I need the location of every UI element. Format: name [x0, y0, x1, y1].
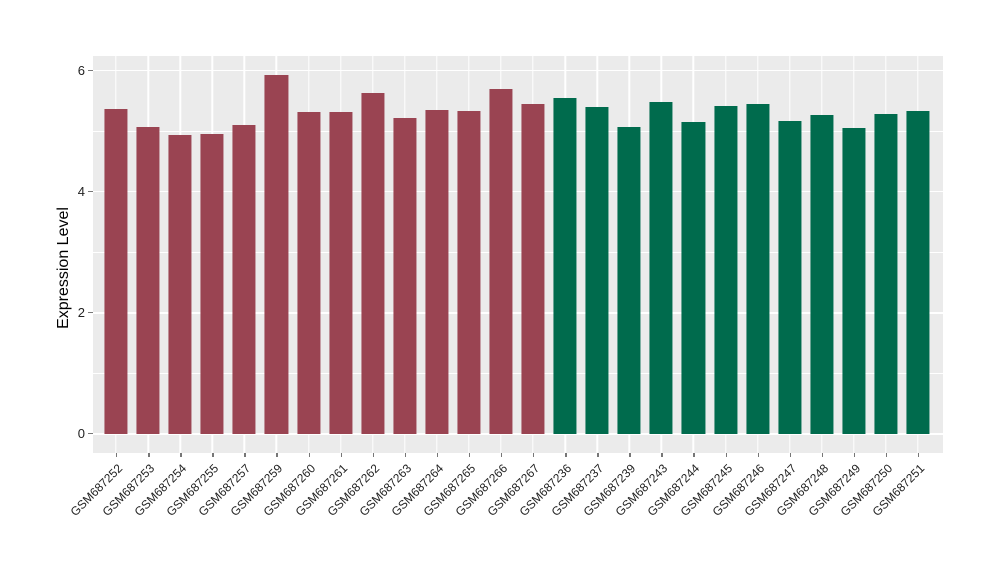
bar-GSM687260 [296, 112, 321, 434]
bar-slot: GSM687251 [870, 56, 934, 519]
bar-GSM687254 [168, 135, 192, 434]
x-tick-mark [725, 453, 727, 457]
bar-GSM687262 [361, 92, 385, 434]
bar-GSM687255 [200, 134, 224, 434]
bar-slot: GSM687236 [517, 56, 581, 519]
bar-GSM687250 [874, 113, 898, 434]
y-tick-label-0: 0 [77, 425, 85, 441]
bar-slot: GSM687253 [100, 56, 164, 519]
bar-GSM687247 [778, 120, 802, 434]
y-tick-label-6: 6 [77, 62, 85, 78]
bar-slot: GSM687262 [324, 56, 389, 519]
bar-GSM687237 [585, 106, 609, 434]
plot-panel: GSM687252 GSM687253 GSM687254 GSM687255 GSM6… [68, 56, 943, 519]
bar-slot: GSM687257 [196, 56, 260, 519]
bar-slot: GSM687267 [485, 56, 549, 519]
bar-GSM687245 [713, 105, 738, 434]
bar-GSM687249 [842, 128, 866, 434]
major-gridline-y4 [93, 190, 943, 193]
bar-slot: GSM687250 [838, 56, 902, 519]
bar-slot: GSM687265 [421, 56, 485, 519]
bar-slot: GSM687263 [356, 56, 421, 519]
x-tick-mark [629, 453, 631, 457]
x-tick-mark [789, 453, 792, 457]
x-tick-mark [917, 453, 920, 457]
major-gridline-y0 [93, 433, 943, 435]
major-gridline-y6 [93, 69, 943, 72]
bar-GSM687239 [617, 127, 641, 434]
y-tick-mark [88, 433, 93, 435]
bar-slots: GSM687252 GSM687253 GSM687254 GSM687255 GSM6… [68, 56, 943, 519]
bar-slot: GSM687264 [388, 56, 453, 519]
y-tick-mark [88, 69, 93, 72]
bar-slot: GSM687255 [164, 56, 228, 519]
bar-GSM687236 [553, 97, 577, 434]
bar-GSM687267 [521, 104, 545, 434]
bar-slot: GSM687245 [677, 56, 741, 519]
x-tick-mark [885, 453, 888, 457]
x-tick-mark [565, 453, 567, 457]
x-tick-mark [244, 453, 246, 457]
bar-GSM687261 [329, 111, 353, 434]
bar-GSM687266 [489, 89, 513, 434]
x-tick-mark [372, 453, 375, 457]
x-tick-mark [180, 453, 182, 457]
x-tick-mark [853, 453, 856, 457]
bar-GSM687264 [425, 109, 449, 434]
y-tick-mark [88, 312, 93, 314]
x-tick-mark [116, 453, 118, 457]
bar-slot: GSM687259 [228, 56, 292, 519]
bar-slot: GSM687261 [292, 56, 357, 519]
minor-gridline-y5 [93, 130, 943, 132]
bar-slot: GSM687246 [709, 56, 774, 519]
bar-GSM687265 [457, 111, 481, 434]
bar-slot: GSM687266 [453, 56, 517, 519]
minor-gridline-y1 [93, 372, 943, 374]
bar-GSM687257 [232, 125, 256, 434]
bar-slot: GSM687254 [132, 56, 196, 519]
major-gridline-y2 [93, 311, 943, 314]
x-tick-mark [661, 453, 663, 457]
x-tick-mark [693, 453, 695, 457]
y-tick-label-2: 2 [77, 304, 85, 320]
y-tick-label-4: 4 [77, 183, 85, 199]
bar-slot: GSM687260 [260, 56, 324, 519]
bar-slot: GSM687247 [741, 56, 806, 519]
x-tick-mark [404, 453, 407, 457]
bar-GSM687253 [136, 127, 160, 434]
bar-GSM687259 [264, 74, 288, 434]
x-tick-mark [436, 453, 439, 457]
bar-GSM687248 [810, 115, 834, 434]
bar-slot: GSM687244 [645, 56, 709, 519]
x-tick-mark [821, 453, 824, 457]
bar-slot: GSM687237 [549, 56, 613, 519]
x-tick-mark [212, 453, 214, 457]
x-tick-mark [597, 453, 599, 457]
bar-slot: GSM687243 [613, 56, 677, 519]
bar-slot: GSM687249 [805, 56, 870, 519]
x-tick-mark [276, 453, 278, 457]
bar-GSM687243 [649, 102, 673, 434]
x-tick-mark [308, 453, 310, 457]
x-tick-mark [757, 453, 759, 457]
x-tick-mark [468, 453, 471, 457]
bar-GSM687246 [746, 104, 770, 434]
bar-GSM687252 [104, 109, 128, 434]
x-tick-mark [340, 453, 342, 457]
bar-slot: GSM687239 [581, 56, 645, 519]
x-tick-mark [500, 453, 503, 457]
bar-GSM687251 [906, 111, 930, 434]
bar-slot: GSM687252 [68, 56, 132, 519]
y-tick-mark [88, 191, 93, 193]
bar-slot: GSM687248 [773, 56, 838, 519]
minor-gridline-y3 [93, 251, 943, 253]
bar-GSM687244 [681, 121, 705, 434]
x-tick-mark [148, 453, 150, 457]
x-tick-mark [533, 453, 535, 457]
bar-GSM687263 [393, 117, 417, 434]
